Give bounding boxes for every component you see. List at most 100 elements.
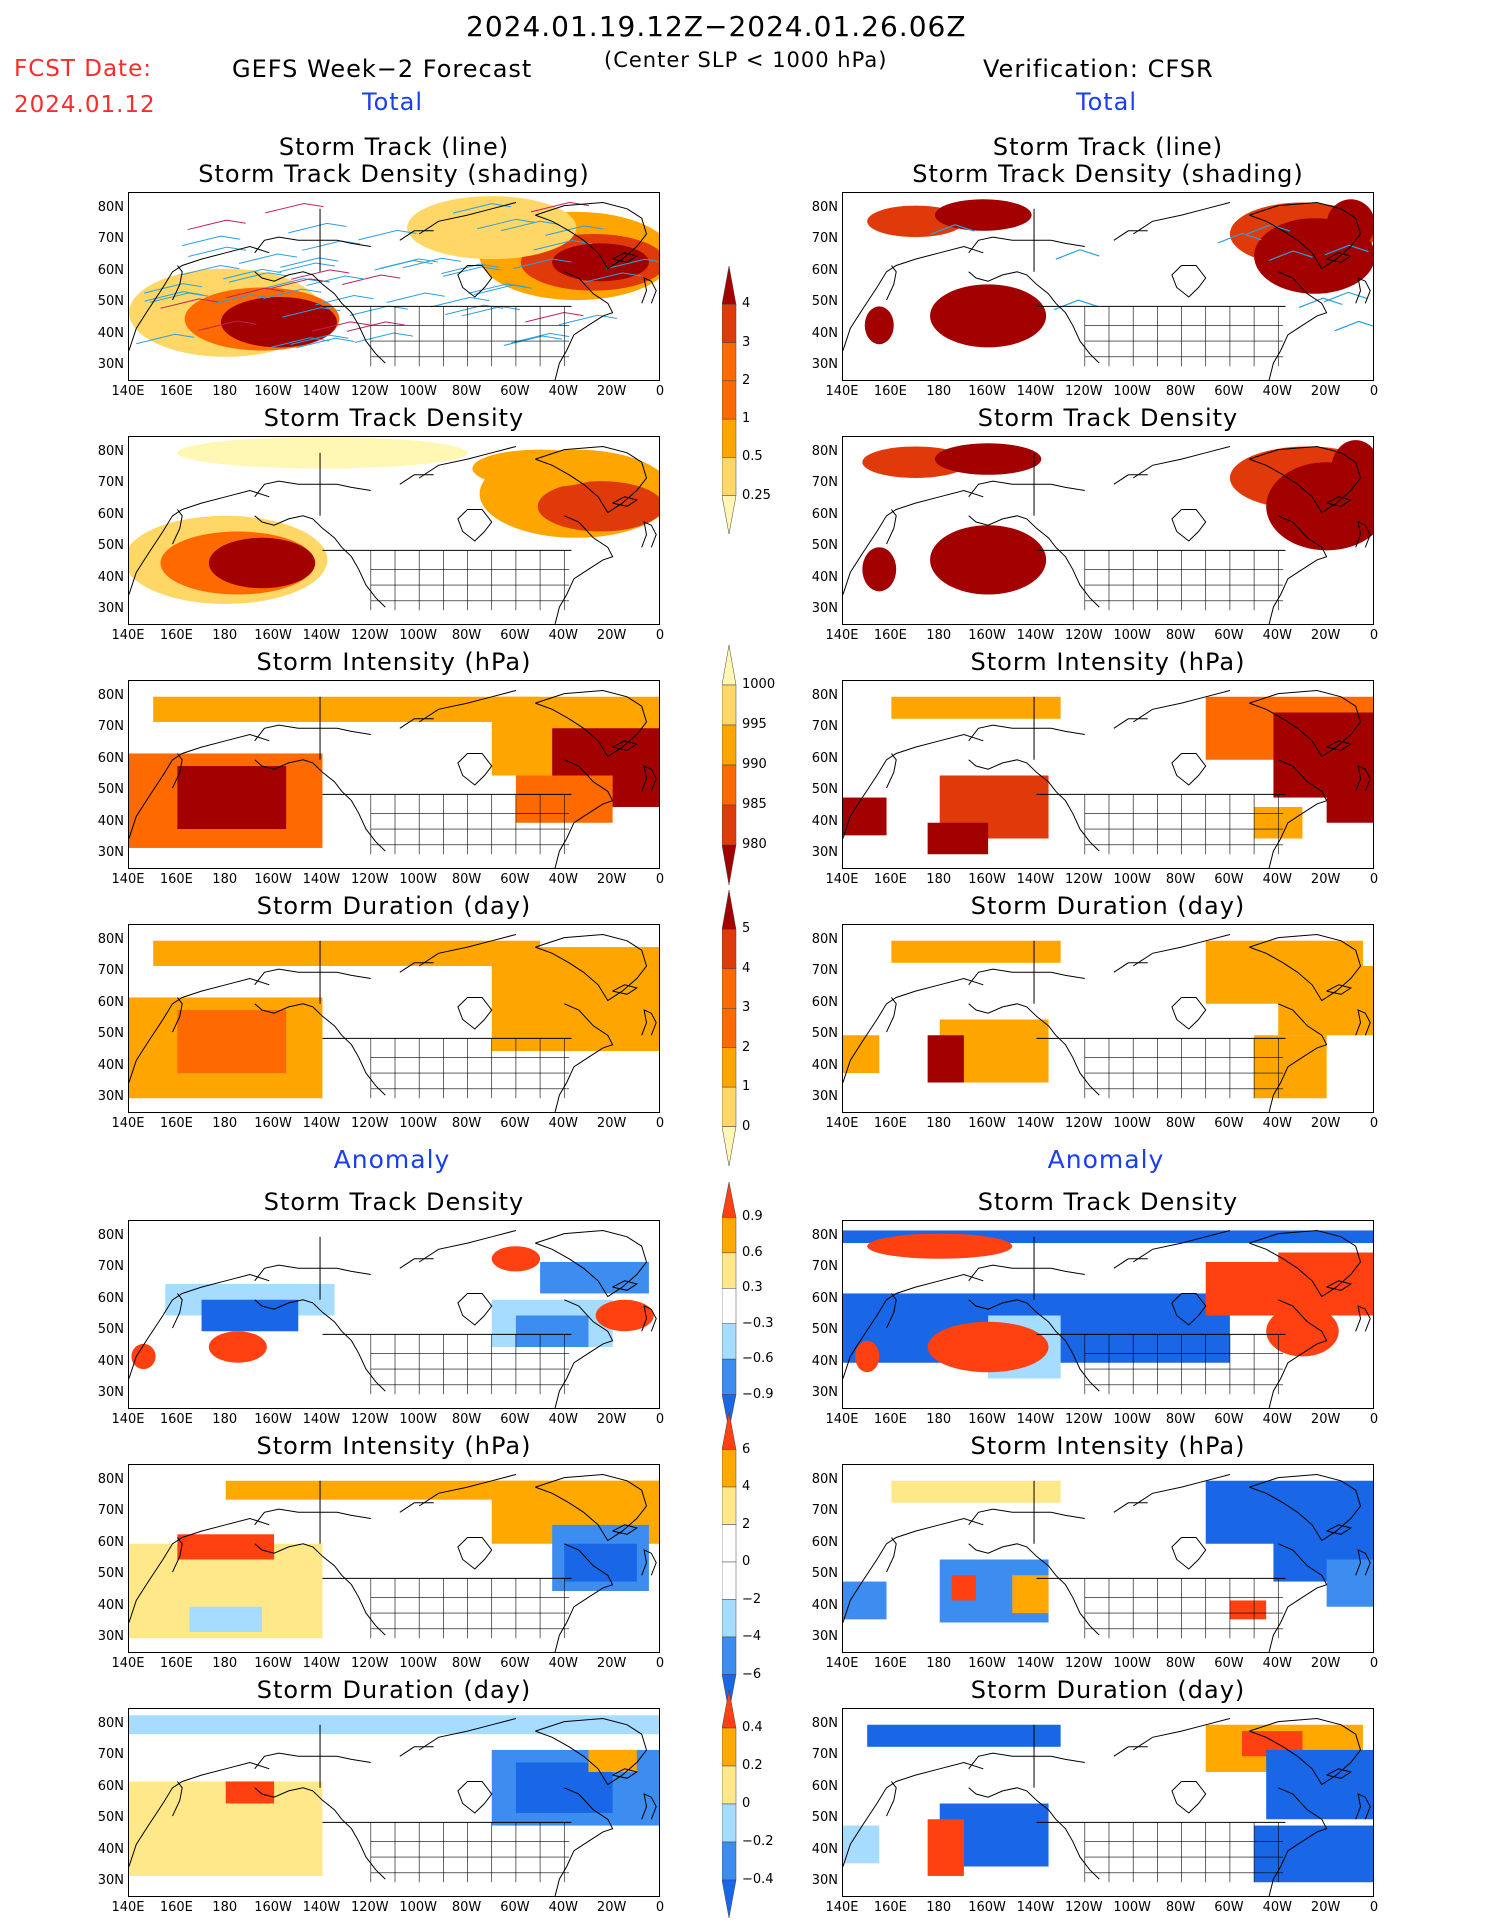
storm-track-line [350, 306, 408, 315]
lon-tick-label: 180 [200, 1656, 250, 1671]
lat-tick-label: 60N [84, 1779, 124, 1794]
coastline [255, 969, 371, 985]
lat-tick-label: 50N [798, 538, 838, 553]
lat-tick-label: 30N [798, 845, 838, 860]
storm-track-line [375, 261, 433, 270]
lon-tick-label: 180 [914, 628, 964, 643]
lat-tick-label: 40N [798, 570, 838, 585]
lon-tick-label: 60W [490, 628, 540, 643]
lon-tick-label: 140W [1010, 872, 1060, 887]
lon-tick-label: 180 [914, 1900, 964, 1915]
colorbar-swatch [722, 685, 736, 725]
lon-tick-label: 100W [393, 1656, 443, 1671]
lat-tick-label: 70N [84, 719, 124, 734]
lon-tick-label: 0 [635, 1900, 685, 1915]
lon-tick-label: 20W [1301, 1656, 1351, 1671]
lat-tick-label: 70N [84, 1503, 124, 1518]
colorbar-label: 0 [742, 1554, 750, 1569]
panel-title: Storm Duration (day) [828, 1677, 1388, 1704]
lon-tick-label: 60W [490, 384, 540, 399]
colorbar-swatch [722, 1288, 736, 1323]
lon-tick-label: 140W [1010, 384, 1060, 399]
lat-tick-label: 70N [798, 963, 838, 978]
panel-title: Storm Intensity (hPa) [114, 1433, 674, 1460]
intensity-cell [153, 697, 540, 722]
coastline [1114, 475, 1148, 485]
coastline [642, 522, 657, 547]
lat-tick-label: 70N [84, 231, 124, 246]
duration-anom-cell [129, 1781, 322, 1876]
density-region [862, 547, 896, 591]
lat-tick-label: 40N [84, 814, 124, 829]
lat-tick-label: 80N [798, 1472, 838, 1487]
lat-tick-label: 60N [798, 1291, 838, 1306]
lon-tick-label: 140W [1010, 1412, 1060, 1427]
total-label-left: Total [362, 88, 423, 116]
lon-tick-label: 140E [817, 384, 867, 399]
intensity-anom-cell [891, 1481, 1060, 1503]
coastline [458, 1538, 492, 1570]
lon-tick-label: 160W [962, 1116, 1012, 1131]
lon-tick-label: 140E [103, 872, 153, 887]
lon-tick-label: 120W [1059, 1900, 1109, 1915]
lon-tick-label: 100W [393, 384, 443, 399]
colorbar-label: 1 [742, 411, 750, 426]
lat-tick-label: 80N [84, 932, 124, 947]
lat-tick-label: 70N [798, 1259, 838, 1274]
lon-tick-label: 0 [1349, 384, 1399, 399]
lon-tick-label: 180 [200, 1900, 250, 1915]
storm-track-line [188, 220, 246, 229]
lat-tick-label: 30N [84, 1089, 124, 1104]
gefs-duration-map [128, 924, 660, 1113]
colorbar-swatch [722, 645, 736, 685]
lon-tick-label: 160W [962, 384, 1012, 399]
panel-title: Storm Track Density [828, 405, 1388, 432]
colorbar-label: 0 [742, 1796, 750, 1811]
lon-tick-label: 80W [1156, 628, 1206, 643]
lon-tick-label: 20W [587, 1900, 637, 1915]
lat-tick-label: 70N [798, 1747, 838, 1762]
lon-tick-label: 180 [200, 1412, 250, 1427]
lat-tick-label: 30N [84, 357, 124, 372]
coastline [255, 1753, 371, 1769]
lat-tick-label: 40N [84, 1842, 124, 1857]
intensity-anom-cell [1327, 1560, 1374, 1607]
lat-tick-label: 80N [84, 688, 124, 703]
lon-tick-label: 100W [393, 628, 443, 643]
duration-anom-cell [843, 1826, 879, 1864]
lat-tick-label: 30N [84, 601, 124, 616]
lon-tick-label: 100W [1107, 1116, 1157, 1131]
colorbar-label: −0.2 [742, 1834, 774, 1849]
colorbar-swatch [722, 1048, 736, 1087]
coastline [1172, 266, 1206, 298]
lat-tick-label: 40N [84, 326, 124, 341]
intensity-cell [843, 798, 887, 836]
lon-tick-label: 140W [296, 628, 346, 643]
colorbar-label: 0.5 [742, 449, 763, 464]
lon-tick-label: 160W [248, 1656, 298, 1671]
duration-cell [552, 972, 649, 1035]
colorbar-swatch [722, 1087, 736, 1126]
density-region [935, 443, 1041, 475]
density-region [407, 196, 576, 259]
duration-cell [928, 1035, 964, 1082]
panel-title: Storm Intensity (hPa) [828, 649, 1388, 676]
colorbar-label: 2 [742, 373, 750, 388]
lat-tick-label: 70N [84, 1259, 124, 1274]
lon-tick-label: 140W [296, 1412, 346, 1427]
lat-tick-label: 50N [84, 1026, 124, 1041]
lat-tick-label: 80N [84, 200, 124, 215]
cfsr-density_anom-map [842, 1220, 1374, 1409]
coastline [1114, 1747, 1148, 1757]
duration-anom-cell [867, 1725, 1060, 1747]
lat-tick-label: 80N [84, 1716, 124, 1731]
lat-tick-label: 50N [798, 1322, 838, 1337]
lon-tick-label: 60W [1204, 1900, 1254, 1915]
colorbar-swatch [722, 805, 736, 845]
coastline [969, 237, 1085, 253]
lon-tick-label: 100W [1107, 872, 1157, 887]
lon-tick-label: 100W [393, 1900, 443, 1915]
intensity-anom-cell [189, 1607, 262, 1632]
lat-tick-label: 80N [798, 444, 838, 459]
verification-title: Verification: CFSR [983, 55, 1214, 83]
